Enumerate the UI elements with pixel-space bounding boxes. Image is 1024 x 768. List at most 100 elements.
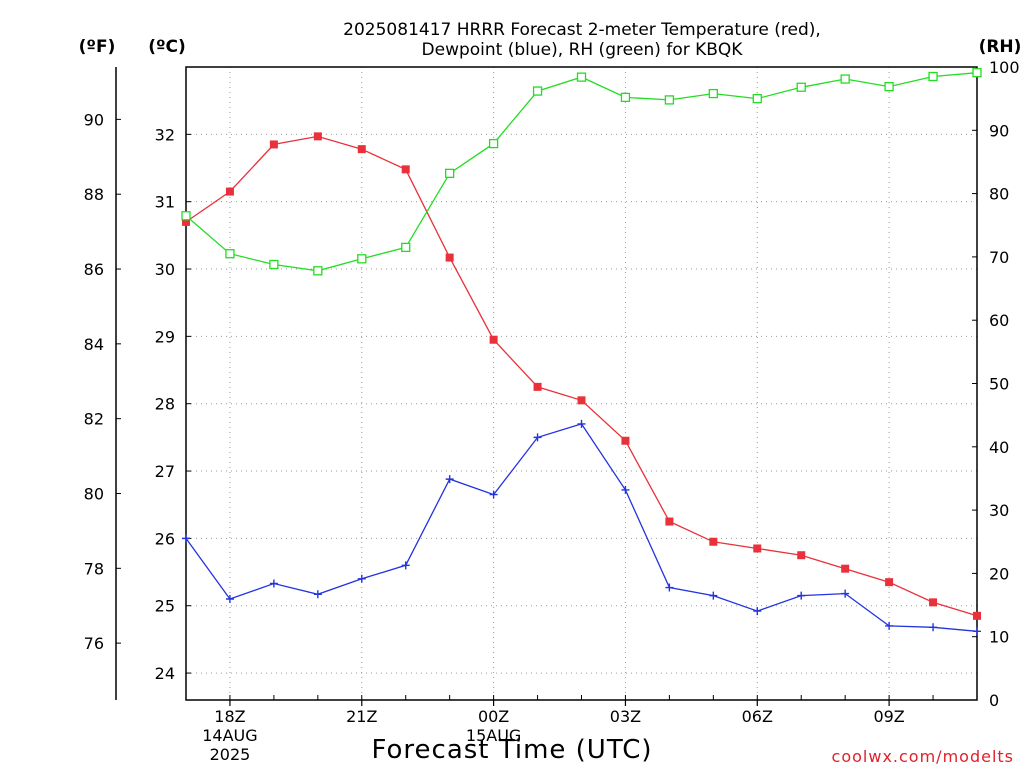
- grid-lines: [186, 67, 977, 700]
- x-tick-label: 15AUG: [466, 726, 521, 745]
- x-tick-label: 00Z: [478, 707, 509, 726]
- temperature-point: [753, 544, 762, 553]
- temperature-point: [313, 132, 322, 141]
- temperature-line: [185, 135, 978, 617]
- rh-tick-label: 70: [989, 248, 1009, 267]
- x-tick-label: 09Z: [873, 707, 904, 726]
- dewpoint-point: [709, 591, 718, 600]
- dewpoint-point: [489, 490, 498, 499]
- celsius-tick-label: 30: [155, 260, 175, 279]
- dewpoint-point: [665, 583, 674, 592]
- source-credit: coolwx.com/modelts: [832, 747, 1014, 766]
- dewpoint-line: [185, 423, 978, 632]
- celsius-tick-label: 32: [155, 125, 175, 144]
- celsius-tick-label: 27: [155, 462, 175, 481]
- dewpoint-point: [225, 594, 234, 603]
- rh-point: [972, 68, 982, 78]
- rh-tick-label: 0: [989, 691, 999, 710]
- fahrenheit-tick-label: 88: [84, 185, 104, 204]
- temperature-point: [182, 217, 190, 226]
- rh-line: [185, 72, 978, 272]
- rh-point: [928, 71, 938, 82]
- celsius-tick-label: 25: [155, 597, 175, 616]
- rh-unit-label: (RH): [979, 37, 1022, 57]
- fahrenheit-tick-label: 80: [84, 484, 104, 503]
- dewpoint-point: [797, 591, 806, 600]
- dewpoint-point: [269, 579, 278, 588]
- rh-point: [840, 74, 850, 84]
- plot-frame: [185, 66, 978, 701]
- dewpoint-point: [885, 621, 894, 630]
- chart-title-line-1: 2025081417 HRRR Forecast 2-meter Tempera…: [343, 20, 821, 40]
- rh-point: [181, 211, 191, 221]
- rh-tick-label: 100: [989, 58, 1020, 77]
- rh-point: [225, 249, 235, 259]
- rh-point: [357, 254, 367, 264]
- fahrenheit-tick-label: 78: [84, 559, 104, 578]
- rh-tick-label: 80: [989, 185, 1009, 204]
- rh-tick-label: 50: [989, 375, 1009, 394]
- dewpoint-point: [313, 590, 322, 599]
- temperature-point: [401, 165, 410, 174]
- axes: 76 78 80 82 84 86 88 90 24 25 26 27 28 29 30 31 32 0 10 20 3…: [84, 58, 1020, 764]
- fahrenheit-tick-label: 84: [84, 335, 104, 354]
- dewpoint-point: [577, 419, 586, 428]
- fahrenheit-tick-label: 82: [84, 410, 104, 429]
- rh-point: [445, 168, 455, 178]
- rh-tick-label: 20: [989, 564, 1009, 583]
- fahrenheit-tick-label: 86: [84, 260, 104, 279]
- celsius-tick-label: 28: [155, 395, 175, 414]
- rh-point: [620, 92, 631, 103]
- celsius-tick-label: 24: [155, 664, 175, 683]
- dewpoint-point: [533, 433, 542, 442]
- temperature-point: [973, 611, 981, 620]
- temperature-point: [665, 517, 674, 526]
- temperature-point: [357, 145, 366, 154]
- x-tick-label: 18Z: [214, 707, 245, 726]
- rh-point: [576, 72, 587, 82]
- temperature-point: [489, 335, 498, 344]
- rh-point: [401, 242, 411, 253]
- temperature-point: [225, 187, 234, 196]
- rh-tick-label: 90: [989, 121, 1009, 140]
- rh-tick-label: 10: [989, 628, 1009, 647]
- temperature-point: [533, 382, 542, 391]
- dewpoint-point: [841, 589, 850, 598]
- chart-title-line-2: Dewpoint (blue), RH (green) for KBQK: [422, 40, 744, 60]
- temperature-point: [929, 598, 938, 607]
- dewpoint-point: [621, 485, 630, 494]
- rh-point: [488, 138, 499, 149]
- temperature-point: [885, 578, 894, 587]
- rh-point: [313, 266, 323, 276]
- rh-point: [532, 86, 543, 96]
- fahrenheit-unit-label: (ºF): [79, 37, 116, 57]
- dewpoint-point: [401, 561, 410, 570]
- celsius-tick-label: 29: [155, 327, 175, 346]
- rh-point: [884, 81, 894, 92]
- celsius-tick-label: 26: [155, 529, 175, 548]
- rh-point: [752, 94, 762, 104]
- rh-tick-label: 40: [989, 438, 1009, 457]
- temperature-point: [709, 537, 718, 546]
- rh-tick-label: 30: [989, 501, 1009, 520]
- fahrenheit-tick-label: 76: [84, 634, 104, 653]
- temperature-point: [577, 396, 586, 405]
- x-tick-label: 03Z: [610, 707, 641, 726]
- x-axis-title: Forecast Time (UTC): [371, 735, 652, 765]
- dewpoint-point: [929, 623, 938, 632]
- data-series: [181, 68, 982, 636]
- temperature-point: [841, 564, 850, 573]
- rh-point: [664, 95, 675, 105]
- rh-point: [796, 82, 806, 92]
- celsius-unit-label: (ºC): [148, 37, 186, 57]
- fahrenheit-tick-label: 90: [84, 110, 104, 129]
- dewpoint-point: [182, 534, 190, 543]
- x-tick-label: 06Z: [742, 707, 773, 726]
- rh-tick-label: 60: [989, 311, 1009, 330]
- dewpoint-point: [753, 607, 762, 616]
- dewpoint-point: [357, 574, 366, 583]
- celsius-tick-label: 31: [155, 193, 175, 212]
- dewpoint-point: [445, 475, 454, 484]
- temperature-point: [797, 551, 806, 560]
